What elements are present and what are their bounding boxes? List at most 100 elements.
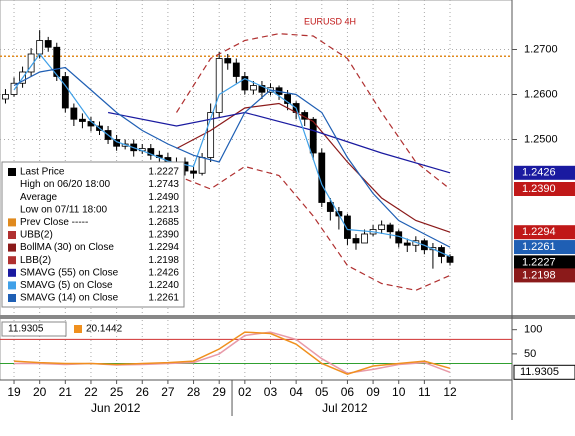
legend-swatch (8, 231, 16, 239)
x-tick-label: 10 (392, 385, 406, 399)
legend-value: 1.2227 (148, 167, 179, 178)
indicator-line (13, 331, 451, 375)
price-tag-label: 11.9305 (520, 366, 559, 378)
indicator-line (176, 102, 451, 233)
y-tick-label: 100 (524, 324, 542, 336)
price-tag-label: 1.2227 (522, 256, 556, 268)
x-tick-label: 20 (33, 385, 47, 399)
x-tick-label: 11 (418, 385, 431, 399)
price-tag (514, 268, 575, 283)
legend-label: BollMA (30) on Close (20, 242, 114, 253)
candle-body (224, 58, 232, 64)
legend-swatch (8, 168, 16, 176)
chart-title: EURUSD 4H (304, 16, 356, 26)
legend-value: 1.2743 (148, 179, 179, 190)
legend-value: 1.2261 (148, 293, 179, 304)
month-label: Jul 2012 (322, 401, 368, 415)
price-tag-label: 1.2426 (522, 167, 556, 179)
candle-body (10, 82, 18, 95)
candle-body (36, 40, 44, 55)
candle-body (309, 118, 317, 154)
candle-body (198, 157, 206, 174)
y-tick-label: 50 (524, 348, 536, 360)
legend-value: 1.2240 (148, 280, 179, 291)
indicator-line (107, 111, 451, 174)
y-tick-label: 1.2700 (524, 43, 558, 55)
candle-body (241, 76, 249, 91)
candle-body (2, 94, 9, 100)
candle-body (147, 148, 155, 156)
x-tick-label: 06 (341, 385, 355, 399)
x-tick-label: 26 (136, 385, 150, 399)
candle-body (361, 233, 368, 244)
candle-body (215, 58, 223, 113)
indicator-line (176, 165, 451, 291)
candle-body (53, 46, 61, 77)
x-tick-label: 09 (366, 385, 380, 399)
price-tag (513, 364, 575, 380)
legend-label: SMAVG (55) on Close (20, 267, 119, 278)
x-tick-label: 25 (110, 385, 124, 399)
candle-body (70, 107, 78, 120)
legend-swatch (8, 281, 16, 290)
price-tag (514, 255, 575, 270)
month-label: Jun 2012 (91, 401, 141, 415)
legend-swatch (8, 243, 16, 252)
legend-label: Last Price (20, 167, 65, 178)
legend-box (1, 161, 185, 308)
candle-body (352, 238, 360, 244)
legend-swatch (8, 218, 16, 227)
candle-body (386, 224, 394, 233)
legend-label: 20.1442 (86, 324, 123, 335)
candle-body (61, 76, 69, 109)
legend-value: 1.2490 (148, 192, 179, 203)
legend-value: 1.2685 (148, 217, 179, 228)
legend-swatch (74, 325, 82, 333)
x-tick-label: 19 (7, 385, 21, 399)
candle-body (207, 112, 215, 158)
legend-value: 1.2294 (148, 242, 179, 253)
candle-body (378, 224, 386, 230)
candle-body (284, 94, 291, 104)
candle-body (44, 40, 52, 48)
candle-body (318, 152, 326, 203)
legend-label: High on 06/20 18:00 (20, 179, 111, 190)
price-tag-label: 1.2390 (522, 183, 556, 195)
price-tag (514, 225, 575, 240)
legend-label: UBB(2) (20, 230, 53, 241)
indicator-line (13, 66, 451, 248)
candle-body (326, 202, 334, 212)
y-tick-label: 1.2500 (524, 133, 558, 145)
legend-label: SMAVG (5) on Close (20, 280, 113, 291)
x-tick-label: 03 (264, 385, 278, 399)
legend-value: 1.2426 (148, 267, 179, 278)
candle-body (27, 53, 35, 73)
x-tick-label: 05 (315, 385, 329, 399)
price-tag (514, 240, 575, 255)
indicator-line (175, 33, 451, 190)
x-tick-label: 22 (84, 385, 98, 399)
price-tag-label: 1.2294 (522, 226, 556, 238)
indicator-line (13, 53, 451, 258)
legend-value: 1.2213 (148, 204, 179, 215)
x-tick-label: 21 (59, 385, 73, 399)
legend-swatch (8, 294, 16, 302)
x-tick-label: 02 (238, 385, 252, 399)
legend-swatch (8, 256, 16, 265)
legend-swatch (8, 268, 16, 277)
legend-box (1, 321, 67, 337)
x-tick-label: 28 (187, 385, 201, 399)
legend-label: Prev Close ----- (20, 217, 88, 228)
legend-value: 1.2198 (148, 255, 179, 266)
candle-body (249, 85, 257, 91)
legend-label: SMAVG (14) on Close (20, 293, 119, 304)
candle-body (344, 215, 351, 239)
candle-body (258, 85, 266, 93)
candle-body (190, 170, 197, 174)
x-tick-label: 27 (161, 385, 175, 399)
candle-body (446, 256, 454, 263)
legend-label: LBB(2) (20, 255, 51, 266)
legend-label: Average (20, 192, 58, 203)
candle-body (79, 118, 86, 122)
